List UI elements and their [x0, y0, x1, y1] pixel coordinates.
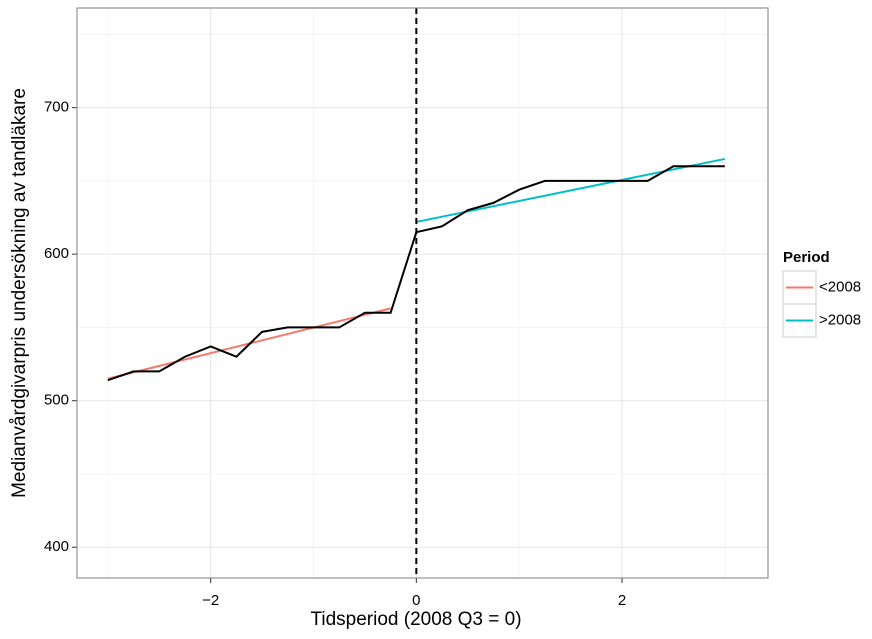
plot-background [77, 8, 768, 578]
y-axis-label: Medianvårdgivarpris undersökning av tand… [9, 88, 30, 498]
panel-border [76, 7, 769, 579]
y-tick-label: 500 [44, 392, 69, 409]
x-tick-label: −2 [202, 592, 219, 609]
x-tick-label: 0 [412, 592, 420, 609]
legend-label: <2008 [819, 278, 861, 295]
x-axis-label: Tidsperiod (2008 Q3 = 0) [310, 609, 521, 630]
legend-title: Period [783, 249, 830, 266]
legend-label: >2008 [819, 311, 861, 328]
y-tick-label: 600 [44, 245, 69, 262]
x-tick-label: 2 [618, 592, 626, 609]
fit-line [416, 157, 726, 223]
y-tick-label: 400 [44, 538, 69, 555]
y-tick-label: 700 [44, 99, 69, 116]
